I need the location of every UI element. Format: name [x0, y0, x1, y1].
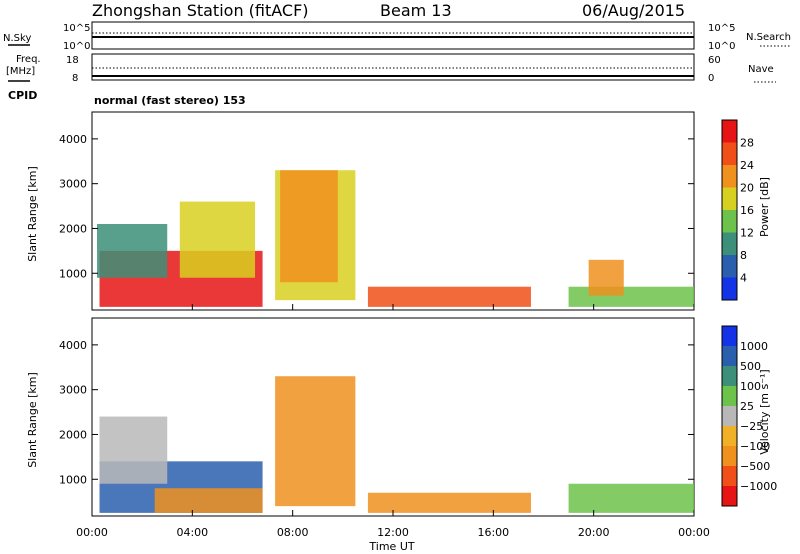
velocity-colorbar-tick: −100	[740, 440, 770, 453]
freq-label: Freq.	[16, 54, 41, 65]
power-colorbar-tick: 16	[740, 204, 754, 217]
time-axis: 00:00 04:00 08:00 12:00 16:00 20:00 00:00	[76, 304, 710, 539]
power-ytick-label: 1000	[59, 267, 87, 280]
nave-tick-bottom: 0	[708, 73, 714, 84]
velocity-colorbar-tick: −1000	[740, 480, 777, 493]
velocity-ytick-label: 4000	[59, 339, 87, 352]
freq-tick-top: 18	[66, 55, 79, 66]
power-colorbar-segment-6	[722, 142, 737, 165]
velocity-marks	[99, 376, 694, 513]
power-ytick-label: 3000	[59, 178, 87, 191]
power-colorbar-segment-1	[722, 255, 737, 278]
power-colorbar-tick: 24	[740, 159, 754, 172]
freq-unit-label: [MHz]	[6, 66, 35, 77]
velocity-ytick-label: 2000	[59, 428, 87, 441]
xtick-label: 00:00	[76, 526, 108, 539]
nsearch-label: N.Search	[746, 32, 791, 43]
power-colorbar-frame	[721, 119, 738, 301]
nsky-tick-top: 10^5	[63, 23, 90, 34]
power-colorbar-segment-0	[722, 277, 737, 300]
velocity-echo-region-3	[275, 376, 356, 507]
power-echo-region-1	[97, 223, 168, 278]
velocity-colorbar-tick: 500	[740, 360, 761, 373]
velocity-colorbar-segment-7	[722, 346, 737, 366]
freq-panel	[91, 53, 695, 81]
freq-tick-bottom: 8	[72, 73, 78, 84]
velocity-colorbar-label: Velocity [m s⁻¹]	[758, 369, 771, 454]
power-colorbar-segment-4	[722, 187, 737, 210]
xtick-label: 00:00	[678, 526, 710, 539]
power-colorbar-segment-3	[722, 210, 737, 233]
power-ytick-label: 2000	[59, 222, 87, 235]
program-label: normal (fast stereo) 153	[94, 94, 246, 107]
power-colorbar-segment-7	[722, 120, 737, 143]
power-colorbar-tick: 8	[740, 249, 747, 262]
power-colorbar-tick: 4	[740, 272, 747, 285]
velocity-panel: 4000 3000 2000 1000 Slant Range [km] 1000 50…	[26, 317, 777, 517]
power-colorbar-tick: 12	[740, 227, 754, 240]
velocity-colorbar-tick: 25	[740, 400, 754, 413]
power-panel: 4000 3000 2000 1000 Slant Range [km] 28 24 20…	[26, 111, 771, 311]
nave-label: Nave	[748, 64, 774, 75]
velocity-colorbar-frame	[721, 325, 738, 507]
station-title: Zhongshan Station (fitACF)	[92, 1, 309, 20]
power-echo-region-7	[588, 259, 624, 296]
power-y-ticks: 4000 3000 2000 1000	[59, 133, 694, 280]
power-echo-region-5	[367, 286, 531, 307]
xtick-label: 16:00	[477, 526, 509, 539]
power-colorbar-label: Power [dB]	[758, 177, 771, 237]
velocity-echo-region-5	[568, 483, 694, 513]
xtick-label: 12:00	[377, 526, 409, 539]
power-colorbar-tick: 28	[740, 137, 754, 150]
x-axis-label: Time UT	[368, 540, 414, 553]
velocity-colorbar-tick: −500	[740, 460, 770, 473]
beam-label: Beam 13	[380, 1, 452, 20]
velocity-colorbar-segment-4	[722, 406, 737, 426]
power-ytick-label: 4000	[59, 133, 87, 146]
power-echo-region-2	[179, 201, 256, 278]
velocity-colorbar-tick: 1000	[740, 340, 768, 353]
velocity-colorbar-segment-1	[722, 466, 737, 486]
velocity-colorbar-segment-5	[722, 386, 737, 406]
power-marks	[97, 170, 694, 307]
nave-tick-top: 60	[708, 55, 721, 66]
power-colorbar-tick: 20	[740, 182, 754, 195]
power-colorbar-segment-5	[722, 165, 737, 188]
nsky-panel	[91, 21, 695, 50]
power-colorbar: 28 24 20 16 12 8 4	[721, 119, 754, 301]
nsky-label: N.Sky	[3, 33, 31, 44]
cpid-label: CPID	[8, 89, 37, 102]
power-echo-region-6	[568, 286, 694, 307]
xtick-label: 08:00	[277, 526, 309, 539]
nsearch-tick-top: 10^5	[708, 23, 735, 34]
velocity-echo-region-2	[154, 488, 263, 513]
velocity-echo-region-1	[99, 416, 168, 484]
power-y-axis-label: Slant Range [km]	[26, 166, 39, 262]
date-label: 06/Aug/2015	[582, 1, 685, 20]
velocity-y-axis-label: Slant Range [km]	[26, 372, 39, 468]
velocity-colorbar-segment-3	[722, 426, 737, 446]
velocity-colorbar-tick: 100	[740, 380, 761, 393]
power-echo-region-4	[280, 170, 338, 283]
velocity-y-ticks: 4000 3000 2000 1000	[59, 339, 694, 486]
velocity-colorbar-segment-0	[722, 486, 737, 506]
nsky-tick-bottom: 10^0	[63, 41, 90, 52]
velocity-ytick-label: 3000	[59, 384, 87, 397]
velocity-colorbar-segment-8	[722, 326, 737, 346]
velocity-colorbar-segment-2	[722, 446, 737, 466]
velocity-colorbar-tick: −25	[740, 420, 763, 433]
xtick-label: 20:00	[578, 526, 610, 539]
power-colorbar-segment-2	[722, 232, 737, 255]
xtick-label: 04:00	[176, 526, 208, 539]
velocity-ytick-label: 1000	[59, 473, 87, 486]
velocity-colorbar: 1000 500 100 25 −25 −100 −500 −1000	[721, 325, 777, 507]
nsearch-tick-bottom: 10^0	[708, 41, 735, 52]
velocity-echo-region-4	[367, 492, 531, 513]
velocity-colorbar-segment-6	[722, 366, 737, 386]
